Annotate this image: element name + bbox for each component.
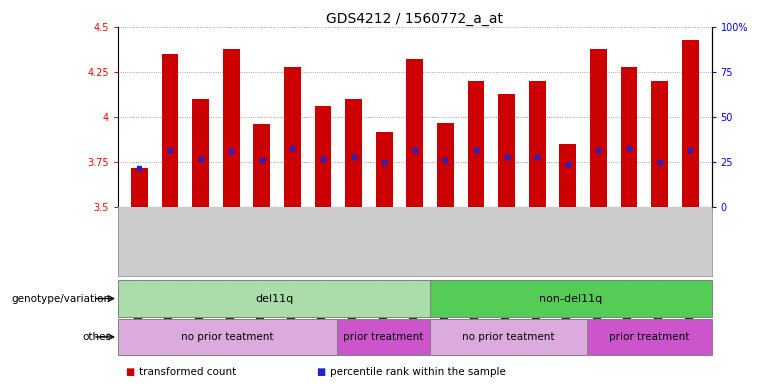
Bar: [118, 319, 336, 355]
Text: percentile rank within the sample: percentile rank within the sample: [330, 367, 505, 377]
Bar: [223, 48, 240, 207]
Text: prior treatment: prior treatment: [343, 332, 424, 342]
Bar: [651, 81, 668, 207]
Bar: [467, 81, 484, 207]
Bar: [345, 99, 362, 207]
Bar: [620, 66, 638, 207]
Bar: [161, 54, 178, 207]
Text: prior treatment: prior treatment: [609, 332, 689, 342]
Bar: [559, 144, 576, 207]
Bar: [431, 319, 587, 355]
Bar: [336, 319, 431, 355]
Text: transformed count: transformed count: [139, 367, 237, 377]
Bar: [253, 124, 270, 207]
Text: non-del11q: non-del11q: [540, 293, 603, 304]
Text: no prior teatment: no prior teatment: [181, 332, 273, 342]
Text: del11q: del11q: [255, 293, 293, 304]
Bar: [682, 40, 699, 207]
Bar: [406, 60, 423, 207]
Text: ■: ■: [126, 367, 135, 377]
Bar: [498, 94, 515, 207]
Bar: [590, 48, 607, 207]
Bar: [284, 66, 301, 207]
Text: ■: ■: [316, 367, 325, 377]
Text: other: other: [82, 332, 110, 342]
Bar: [192, 99, 209, 207]
Bar: [431, 280, 712, 317]
Bar: [587, 319, 712, 355]
Text: genotype/variation: genotype/variation: [11, 293, 110, 304]
Bar: [437, 122, 454, 207]
Bar: [376, 132, 393, 207]
Bar: [314, 106, 331, 207]
Bar: [529, 81, 546, 207]
Text: no prior teatment: no prior teatment: [462, 332, 555, 342]
Title: GDS4212 / 1560772_a_at: GDS4212 / 1560772_a_at: [326, 12, 503, 26]
Bar: [131, 168, 148, 207]
Bar: [118, 280, 431, 317]
